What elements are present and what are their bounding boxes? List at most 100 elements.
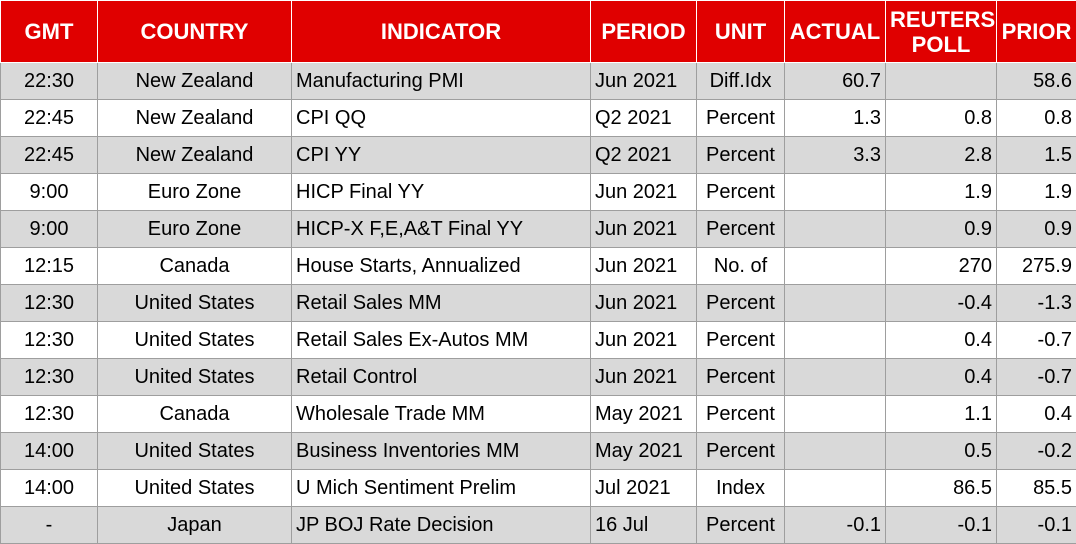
cell-actual bbox=[785, 285, 886, 322]
cell-reuters-poll: 0.8 bbox=[886, 100, 997, 137]
header-unit: UNIT bbox=[697, 1, 785, 63]
cell-period: May 2021 bbox=[591, 396, 697, 433]
cell-gmt: 12:30 bbox=[1, 322, 98, 359]
cell-period: Jun 2021 bbox=[591, 211, 697, 248]
cell-country: United States bbox=[98, 322, 292, 359]
cell-gmt: 12:15 bbox=[1, 248, 98, 285]
cell-unit: Percent bbox=[697, 322, 785, 359]
cell-unit: Percent bbox=[697, 211, 785, 248]
cell-prior: -0.2 bbox=[997, 433, 1076, 470]
cell-unit: Index bbox=[697, 470, 785, 507]
cell-actual: -0.1 bbox=[785, 507, 886, 544]
cell-unit: Percent bbox=[697, 507, 785, 544]
cell-gmt: 12:30 bbox=[1, 396, 98, 433]
cell-period: Jun 2021 bbox=[591, 359, 697, 396]
cell-prior: -0.7 bbox=[997, 359, 1076, 396]
cell-indicator: HICP-X F,E,A&T Final YY bbox=[292, 211, 591, 248]
cell-gmt: 14:00 bbox=[1, 470, 98, 507]
cell-gmt: 22:45 bbox=[1, 100, 98, 137]
cell-period: 16 Jul bbox=[591, 507, 697, 544]
cell-period: Jun 2021 bbox=[591, 285, 697, 322]
header-poll-line2: POLL bbox=[912, 32, 971, 57]
cell-period: Jun 2021 bbox=[591, 248, 697, 285]
cell-reuters-poll: 2.8 bbox=[886, 137, 997, 174]
cell-unit: Percent bbox=[697, 100, 785, 137]
cell-actual bbox=[785, 248, 886, 285]
cell-reuters-poll bbox=[886, 63, 997, 100]
cell-country: United States bbox=[98, 433, 292, 470]
cell-gmt: 9:00 bbox=[1, 211, 98, 248]
cell-indicator: Wholesale Trade MM bbox=[292, 396, 591, 433]
header-poll-line1: REUTERS bbox=[890, 7, 995, 32]
cell-unit: Diff.Idx bbox=[697, 63, 785, 100]
cell-indicator: HICP Final YY bbox=[292, 174, 591, 211]
cell-prior: 85.5 bbox=[997, 470, 1076, 507]
cell-unit: Percent bbox=[697, 174, 785, 211]
cell-unit: No. of bbox=[697, 248, 785, 285]
cell-country: United States bbox=[98, 359, 292, 396]
cell-reuters-poll: 0.5 bbox=[886, 433, 997, 470]
cell-actual bbox=[785, 211, 886, 248]
cell-gmt: 22:30 bbox=[1, 63, 98, 100]
cell-gmt: 12:30 bbox=[1, 359, 98, 396]
cell-indicator: Business Inventories MM bbox=[292, 433, 591, 470]
cell-indicator: U Mich Sentiment Prelim bbox=[292, 470, 591, 507]
cell-unit: Percent bbox=[697, 285, 785, 322]
cell-period: Jun 2021 bbox=[591, 174, 697, 211]
cell-country: United States bbox=[98, 285, 292, 322]
cell-actual bbox=[785, 359, 886, 396]
cell-actual: 60.7 bbox=[785, 63, 886, 100]
cell-indicator: House Starts, Annualized bbox=[292, 248, 591, 285]
header-actual: ACTUAL bbox=[785, 1, 886, 63]
cell-prior: -0.1 bbox=[997, 507, 1076, 544]
cell-reuters-poll: 0.4 bbox=[886, 322, 997, 359]
header-country: COUNTRY bbox=[98, 1, 292, 63]
cell-period: Jul 2021 bbox=[591, 470, 697, 507]
cell-country: New Zealand bbox=[98, 137, 292, 174]
cell-indicator: CPI YY bbox=[292, 137, 591, 174]
cell-reuters-poll: 0.9 bbox=[886, 211, 997, 248]
cell-actual: 3.3 bbox=[785, 137, 886, 174]
cell-prior: 0.9 bbox=[997, 211, 1076, 248]
cell-actual: 1.3 bbox=[785, 100, 886, 137]
cell-country: Euro Zone bbox=[98, 174, 292, 211]
cell-gmt: 14:00 bbox=[1, 433, 98, 470]
cell-reuters-poll: -0.4 bbox=[886, 285, 997, 322]
cell-unit: Percent bbox=[697, 396, 785, 433]
cell-reuters-poll: 0.4 bbox=[886, 359, 997, 396]
cell-gmt: 12:30 bbox=[1, 285, 98, 322]
cell-country: United States bbox=[98, 470, 292, 507]
header-period: PERIOD bbox=[591, 1, 697, 63]
cell-indicator: Retail Sales Ex-Autos MM bbox=[292, 322, 591, 359]
cell-prior: 0.4 bbox=[997, 396, 1076, 433]
cell-reuters-poll: 270 bbox=[886, 248, 997, 285]
header-prior: PRIOR bbox=[997, 1, 1076, 63]
cell-prior: -1.3 bbox=[997, 285, 1076, 322]
cell-prior: -0.7 bbox=[997, 322, 1076, 359]
cell-indicator: JP BOJ Rate Decision bbox=[292, 507, 591, 544]
cell-unit: Percent bbox=[697, 137, 785, 174]
cell-country: Canada bbox=[98, 248, 292, 285]
cell-unit: Percent bbox=[697, 359, 785, 396]
cell-reuters-poll: -0.1 bbox=[886, 507, 997, 544]
cell-indicator: Manufacturing PMI bbox=[292, 63, 591, 100]
cell-country: New Zealand bbox=[98, 63, 292, 100]
cell-actual bbox=[785, 322, 886, 359]
cell-country: New Zealand bbox=[98, 100, 292, 137]
cell-prior: 275.9 bbox=[997, 248, 1076, 285]
cell-gmt: 9:00 bbox=[1, 174, 98, 211]
header-indicator: INDICATOR bbox=[292, 1, 591, 63]
